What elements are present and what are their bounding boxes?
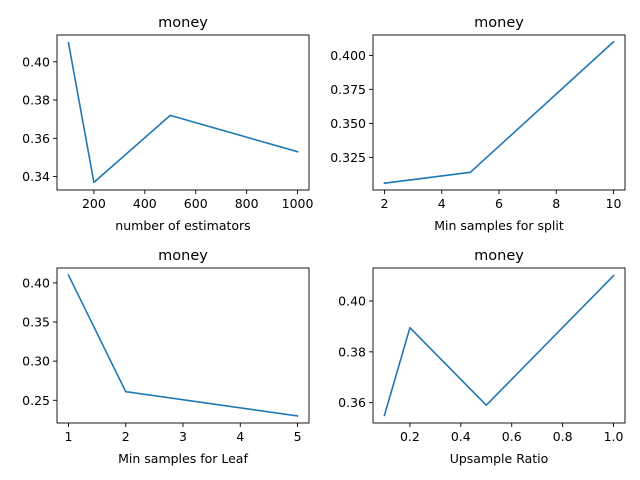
x-axis-label: Min samples for split	[434, 218, 564, 233]
x-tick-label: 2	[380, 196, 388, 211]
x-tick-label: 6	[495, 196, 503, 211]
y-tick-label: 0.350	[330, 116, 366, 131]
series-line	[383, 274, 615, 417]
subplot-title: money	[474, 248, 524, 264]
axes-frame	[56, 267, 310, 424]
y-tick-label: 0.38	[22, 93, 50, 108]
subplot-title: money	[158, 248, 208, 264]
y-tick-label: 0.35	[22, 315, 50, 330]
x-tick-label: 5	[294, 429, 302, 444]
series-line	[67, 41, 299, 184]
subplot-4: money 0.2 0.4 0.6 0.8 1.0 0.36 0.38 0.40 Upsample…	[338, 248, 626, 466]
subplot-1: money 200 400 600 800 1000 0.34 0.36 0.38 0.40 num…	[22, 15, 313, 233]
x-tick-label: 8	[552, 196, 560, 211]
x-tick-label: 4	[438, 196, 446, 211]
y-tick-label: 0.400	[330, 48, 366, 63]
axes-frame	[372, 34, 626, 191]
y-tick-label: 0.30	[22, 354, 50, 369]
y-tick-label: 0.40	[22, 275, 50, 290]
x-tick-label: 1000	[282, 196, 314, 211]
x-axis-label: Min samples for Leaf	[118, 451, 248, 466]
x-tick-label: 0.4	[451, 429, 471, 444]
subplot-3: money 1 2 3 4 5 0.25 0.30 0.35 0.40 Min samples fo…	[22, 248, 310, 466]
y-tick-label: 0.325	[330, 150, 366, 165]
x-tick-label: 2	[122, 429, 130, 444]
x-tick-label: 4	[236, 429, 244, 444]
x-tick-label: 800	[235, 196, 259, 211]
x-tick-label: 3	[179, 429, 187, 444]
y-tick-label: 0.38	[338, 344, 366, 359]
series-line	[383, 40, 615, 185]
x-tick-label: 0.6	[502, 429, 522, 444]
axes-frame	[56, 34, 310, 191]
x-tick-label: 0.2	[400, 429, 420, 444]
y-tick-label: 0.375	[330, 82, 366, 97]
x-tick-label: 200	[82, 196, 106, 211]
subplot-title: money	[474, 15, 524, 31]
y-tick-label: 0.40	[22, 54, 50, 69]
x-tick-label: 0.8	[553, 429, 573, 444]
y-tick-label: 0.25	[22, 393, 50, 408]
y-tick-label: 0.36	[338, 395, 366, 410]
subplot-2: money 2 4 6 8 10 0.325 0.350 0.375 0.400 Min sampl…	[330, 15, 626, 233]
x-tick-label: 10	[606, 196, 622, 211]
x-axis-label: Upsample Ratio	[450, 451, 549, 466]
series-line	[67, 273, 299, 417]
y-tick-label: 0.36	[22, 131, 50, 146]
x-tick-label: 400	[133, 196, 157, 211]
axes-frame	[372, 267, 626, 424]
y-tick-label: 0.40	[338, 294, 366, 309]
x-axis-label: number of estimators	[115, 218, 250, 233]
x-tick-label: 600	[184, 196, 208, 211]
y-tick-label: 0.34	[22, 169, 50, 184]
x-tick-label: 1.0	[604, 429, 624, 444]
subplot-title: money	[158, 15, 208, 31]
x-tick-label: 1	[64, 429, 72, 444]
